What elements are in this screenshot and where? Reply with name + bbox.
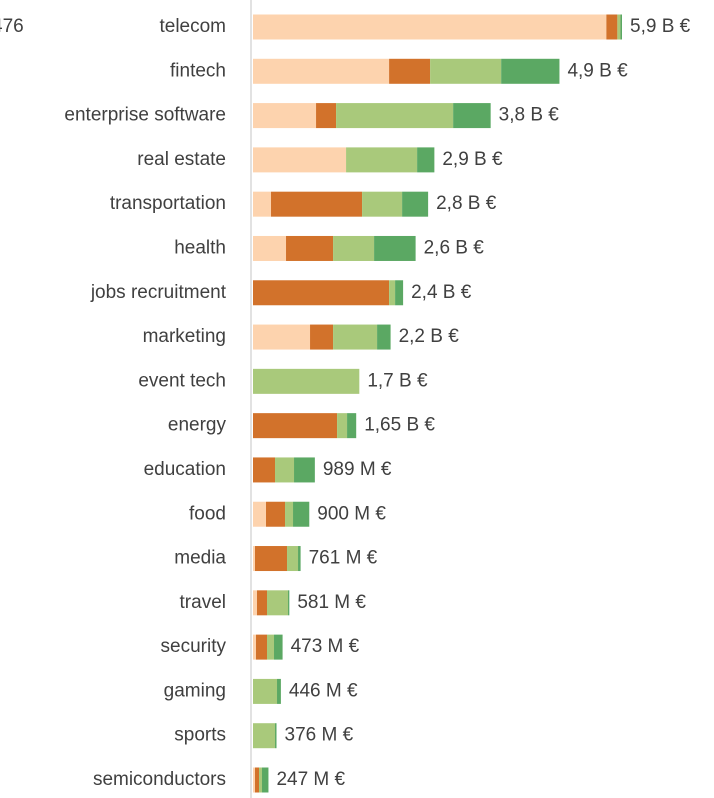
category-label: transportation xyxy=(110,193,226,214)
bar-segment xyxy=(262,767,269,793)
bar-segment xyxy=(255,546,288,572)
total-label: 446 M € xyxy=(289,680,358,701)
bar-segment xyxy=(310,324,334,350)
bar-segment xyxy=(617,14,621,40)
bar-segment xyxy=(267,634,275,660)
category-label: media xyxy=(174,548,226,569)
bar-segment xyxy=(256,634,268,660)
bar-segment xyxy=(253,103,317,129)
bar-segment xyxy=(257,590,268,616)
bar-segment xyxy=(333,324,378,350)
bar-segment xyxy=(606,14,618,40)
bar-segment xyxy=(275,723,277,749)
total-label: 473 M € xyxy=(291,636,360,657)
bar-segment xyxy=(253,280,390,306)
bar-segment xyxy=(275,457,295,483)
bar-segment xyxy=(253,191,272,217)
total-label: 581 M € xyxy=(297,592,366,613)
total-label: 2,8 B € xyxy=(436,193,497,214)
bar-segment xyxy=(259,767,263,793)
bar-segment xyxy=(253,634,257,660)
total-label: 4,9 B € xyxy=(567,60,628,81)
bar-segment xyxy=(453,103,491,129)
total-label: 1,7 B € xyxy=(367,370,428,391)
bar-segment xyxy=(333,235,375,261)
bar-segment xyxy=(255,767,260,793)
bar-segment xyxy=(288,590,290,616)
bar-segment xyxy=(346,147,418,173)
total-label: 3,8 B € xyxy=(499,105,560,126)
bar-segment xyxy=(389,280,396,306)
bar-segment xyxy=(337,413,348,439)
bar-segment xyxy=(362,191,403,217)
category-label: security xyxy=(161,636,227,657)
category-label: fintech xyxy=(170,60,226,81)
bar-segment xyxy=(253,58,390,84)
category-label: energy xyxy=(168,415,227,436)
category-label: health xyxy=(174,237,226,258)
bar-segment xyxy=(347,413,357,439)
bar-segment xyxy=(389,58,431,84)
bar-segment xyxy=(395,280,404,306)
bar-segment xyxy=(253,324,311,350)
bar-segment xyxy=(266,501,286,527)
total-label: 5,9 B € xyxy=(630,16,691,37)
category-label: event tech xyxy=(138,370,226,391)
bar-segment xyxy=(285,501,294,527)
bar-segment xyxy=(253,368,360,394)
bar-segment xyxy=(253,767,256,793)
bar-segment xyxy=(277,678,281,704)
category-label: telecom xyxy=(159,16,226,37)
bar-segment xyxy=(316,103,337,129)
annotation: 476 xyxy=(0,16,24,37)
bar-segment xyxy=(294,457,315,483)
bar-segment xyxy=(402,191,429,217)
total-label: 2,6 B € xyxy=(424,237,485,258)
category-label: sports xyxy=(174,725,226,746)
bar-segment xyxy=(253,14,607,40)
bar-segment xyxy=(374,235,416,261)
bar-segment xyxy=(253,457,276,483)
bar-segment xyxy=(271,191,363,217)
bar-segment xyxy=(620,14,622,40)
total-label: 2,2 B € xyxy=(399,326,460,347)
bar-segment xyxy=(253,590,258,616)
bar-segment xyxy=(274,634,283,660)
total-label: 989 M € xyxy=(323,459,392,480)
bar-segment xyxy=(253,235,287,261)
bar-segment xyxy=(253,678,278,704)
category-label: semiconductors xyxy=(93,769,226,790)
bar-segment xyxy=(293,501,310,527)
total-label: 2,9 B € xyxy=(442,149,503,170)
bar-segment xyxy=(253,723,276,749)
category-label: travel xyxy=(180,592,226,613)
category-label: food xyxy=(189,503,226,524)
bar-segment xyxy=(417,147,435,173)
bar-segment xyxy=(253,546,256,572)
bar-segment xyxy=(253,413,338,439)
category-label: education xyxy=(144,459,226,480)
bar-segment xyxy=(286,235,334,261)
total-label: 1,65 B € xyxy=(364,415,435,436)
bar-segment xyxy=(377,324,391,350)
total-label: 761 M € xyxy=(309,548,378,569)
bar-segment xyxy=(253,501,267,527)
category-label: marketing xyxy=(143,326,226,347)
bar-segment xyxy=(430,58,502,84)
bar-segment xyxy=(298,546,301,572)
category-label: gaming xyxy=(164,680,226,701)
total-label: 2,4 B € xyxy=(411,282,472,303)
category-label: jobs recruitment xyxy=(90,282,227,303)
category-label: enterprise software xyxy=(64,105,226,126)
total-label: 900 M € xyxy=(317,503,386,524)
total-label: 376 M € xyxy=(285,725,354,746)
bar-segment xyxy=(267,590,289,616)
total-label: 247 M € xyxy=(276,769,345,790)
bar-segment xyxy=(501,58,560,84)
bar-segment xyxy=(287,546,299,572)
bar-segment xyxy=(336,103,454,129)
category-label: real estate xyxy=(137,149,226,170)
bar-segment xyxy=(253,147,347,173)
